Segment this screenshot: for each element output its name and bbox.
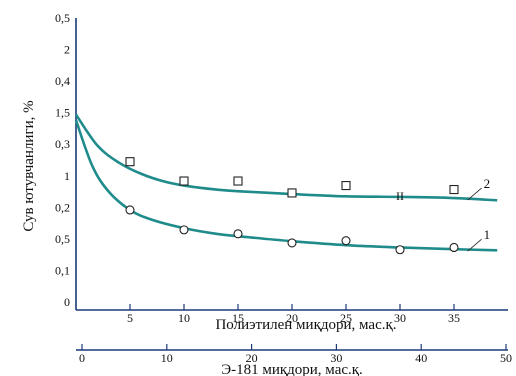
data-point-series-2: [341, 181, 351, 191]
data-point-series-1: [449, 242, 459, 253]
x2-axis-title: Э-181 миқдори, мас.қ.: [221, 362, 363, 376]
data-point-series-1: [179, 225, 189, 235]
y-tick-label: 0,5: [55, 232, 70, 246]
x2-tick-label: 0: [79, 351, 85, 365]
x-tick-label: 5: [127, 311, 133, 325]
annotation: II: [396, 189, 404, 203]
series-line-1: [74, 119, 498, 252]
data-point-series-2: [233, 176, 243, 186]
leader-line-2: [467, 187, 482, 201]
y-tick-label: 0,2: [55, 200, 70, 214]
x-ticks: 5 10 15 20 25 30 35: [127, 304, 460, 325]
x2-tick-label: 50: [500, 351, 512, 365]
curve-label-1: 1: [484, 227, 491, 242]
y-tick-label: 0: [64, 295, 70, 309]
y-tick-label: 1,5: [55, 106, 70, 120]
x2-ticks: 0 10 20 30 40 50: [79, 344, 512, 365]
data-point-series-1: [287, 238, 297, 248]
curve-label-2: 2: [484, 176, 491, 191]
x-tick-label: 20: [286, 311, 298, 325]
data-points: [125, 157, 459, 255]
x-tick-label: 35: [448, 311, 460, 325]
curves: [74, 113, 498, 252]
data-point-series-1: [233, 229, 243, 239]
data-point-series-2: [449, 184, 459, 195]
x2-tick-label: 20: [246, 351, 258, 365]
data-point-series-1: [125, 205, 135, 215]
x-tick-label: 10: [178, 311, 190, 325]
curve-labels: 2 1 II: [396, 176, 491, 252]
data-point-series-2: [179, 176, 189, 186]
y-axis-title: Сув ютувчанлиги, %: [21, 100, 37, 231]
data-point-series-1: [341, 236, 351, 246]
leader-line-1: [467, 238, 482, 252]
data-point-series-1: [395, 245, 405, 255]
y-tick-label: 2: [64, 43, 70, 57]
x-tick-label: 30: [394, 311, 406, 325]
y-tick-label: 0,1: [55, 263, 70, 277]
y-tick-labels: 0,5 2 0,4 1,5 0,3 1 0,2 0,5 0,1 0: [55, 11, 70, 309]
data-point-series-2: [287, 188, 297, 198]
x2-tick-label: 30: [330, 351, 342, 365]
series-line-2: [74, 113, 498, 202]
x-axis-title: Полиэтилен миқдори, мас.қ.: [215, 317, 396, 333]
x-tick-label: 25: [340, 311, 352, 325]
y-tick-label: 0,4: [55, 74, 70, 88]
data-point-series-2: [125, 157, 135, 167]
y-tick-label: 0,3: [55, 137, 70, 151]
x-tick-label: 15: [232, 311, 244, 325]
x2-tick-label: 10: [161, 351, 173, 365]
x2-tick-label: 40: [415, 351, 427, 365]
y-tick-label: 1: [64, 169, 70, 183]
y-tick-label: 0,5: [55, 11, 70, 25]
